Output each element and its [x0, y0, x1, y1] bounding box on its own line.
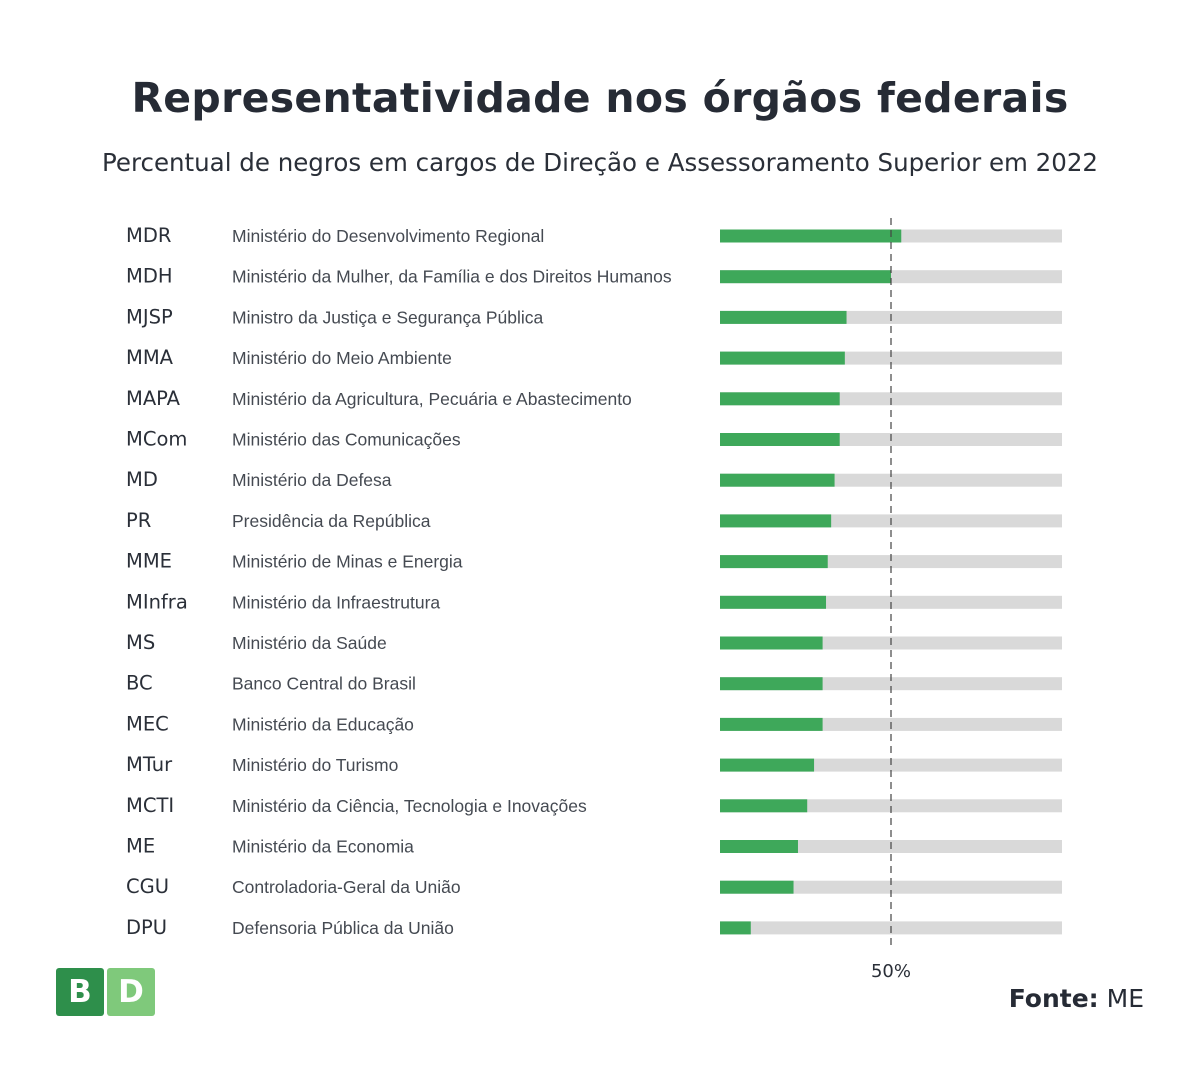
bar — [720, 514, 832, 528]
bar — [720, 473, 835, 487]
category-label: Controladoria-Geral da União — [232, 877, 461, 897]
source-label: Fonte: — [1008, 984, 1099, 1013]
bar — [720, 717, 823, 731]
category-label: Ministério da Defesa — [232, 470, 392, 490]
category-code: MDR — [126, 224, 171, 247]
category-label: Ministério da Infraestrutura — [232, 592, 440, 612]
category-code: MDH — [126, 265, 173, 288]
category-label: Ministério da Agricultura, Pecuária e Ab… — [232, 389, 632, 409]
category-code: MME — [126, 550, 172, 573]
category-code: MTur — [126, 753, 173, 776]
category-label: Ministério da Saúde — [232, 633, 387, 653]
logo-letter-b: B — [56, 968, 104, 1016]
category-label: Ministério de Minas e Energia — [232, 552, 463, 572]
bar — [720, 758, 815, 772]
chart-title: Representatividade nos órgãos federais — [131, 74, 1069, 122]
category-label: Ministério da Economia — [232, 837, 414, 857]
bar — [720, 636, 823, 650]
category-label: Ministério do Turismo — [232, 755, 398, 775]
bar — [720, 310, 847, 324]
bar — [720, 921, 751, 935]
logo-letter-d: D — [107, 968, 155, 1016]
bar — [720, 270, 891, 284]
bar — [720, 840, 798, 853]
category-code: MCTI — [126, 794, 174, 817]
category-label: Banco Central do Brasil — [232, 674, 416, 694]
category-code: MAPA — [126, 387, 181, 410]
category-code: MS — [126, 631, 155, 654]
category-code: PR — [126, 509, 151, 532]
category-code: MCom — [126, 428, 187, 451]
category-code: CGU — [126, 875, 169, 898]
bar — [720, 799, 808, 813]
category-code: MD — [126, 468, 158, 491]
bar — [720, 880, 794, 894]
category-code: MEC — [126, 712, 169, 735]
category-code: DPU — [126, 916, 167, 939]
bar — [720, 351, 845, 365]
category-code: BC — [126, 672, 153, 695]
category-label: Defensoria Pública da União — [232, 918, 454, 938]
category-code: MJSP — [126, 305, 173, 328]
chart-subtitle: Percentual de negros em cargos de Direçã… — [101, 148, 1099, 177]
reference-line-label: 50% — [871, 961, 911, 982]
bar — [720, 555, 828, 569]
category-code: MInfra — [126, 590, 188, 613]
bar-track — [720, 880, 1062, 894]
category-code: ME — [126, 835, 155, 858]
category-code: MMA — [126, 346, 174, 369]
category-label: Ministério da Mulher, da Família e dos D… — [232, 267, 672, 287]
category-label: Ministério do Desenvolvimento Regional — [232, 226, 544, 246]
bar — [720, 392, 840, 406]
bar — [720, 229, 902, 243]
bar — [720, 433, 840, 446]
category-label: Ministério das Comunicações — [232, 430, 461, 450]
source-note: Fonte: ME — [1009, 984, 1144, 1013]
bd-logo: B D — [56, 968, 155, 1016]
category-label: Ministro da Justiça e Segurança Pública — [232, 307, 544, 327]
category-label: Ministério da Educação — [232, 714, 414, 734]
bar — [720, 677, 823, 691]
bar — [720, 595, 827, 609]
category-label: Presidência da República — [232, 511, 431, 531]
category-label: Ministério do Meio Ambiente — [232, 348, 452, 368]
source-value: ME — [1106, 984, 1144, 1013]
category-label: Ministério da Ciência, Tecnologia e Inov… — [232, 796, 587, 816]
